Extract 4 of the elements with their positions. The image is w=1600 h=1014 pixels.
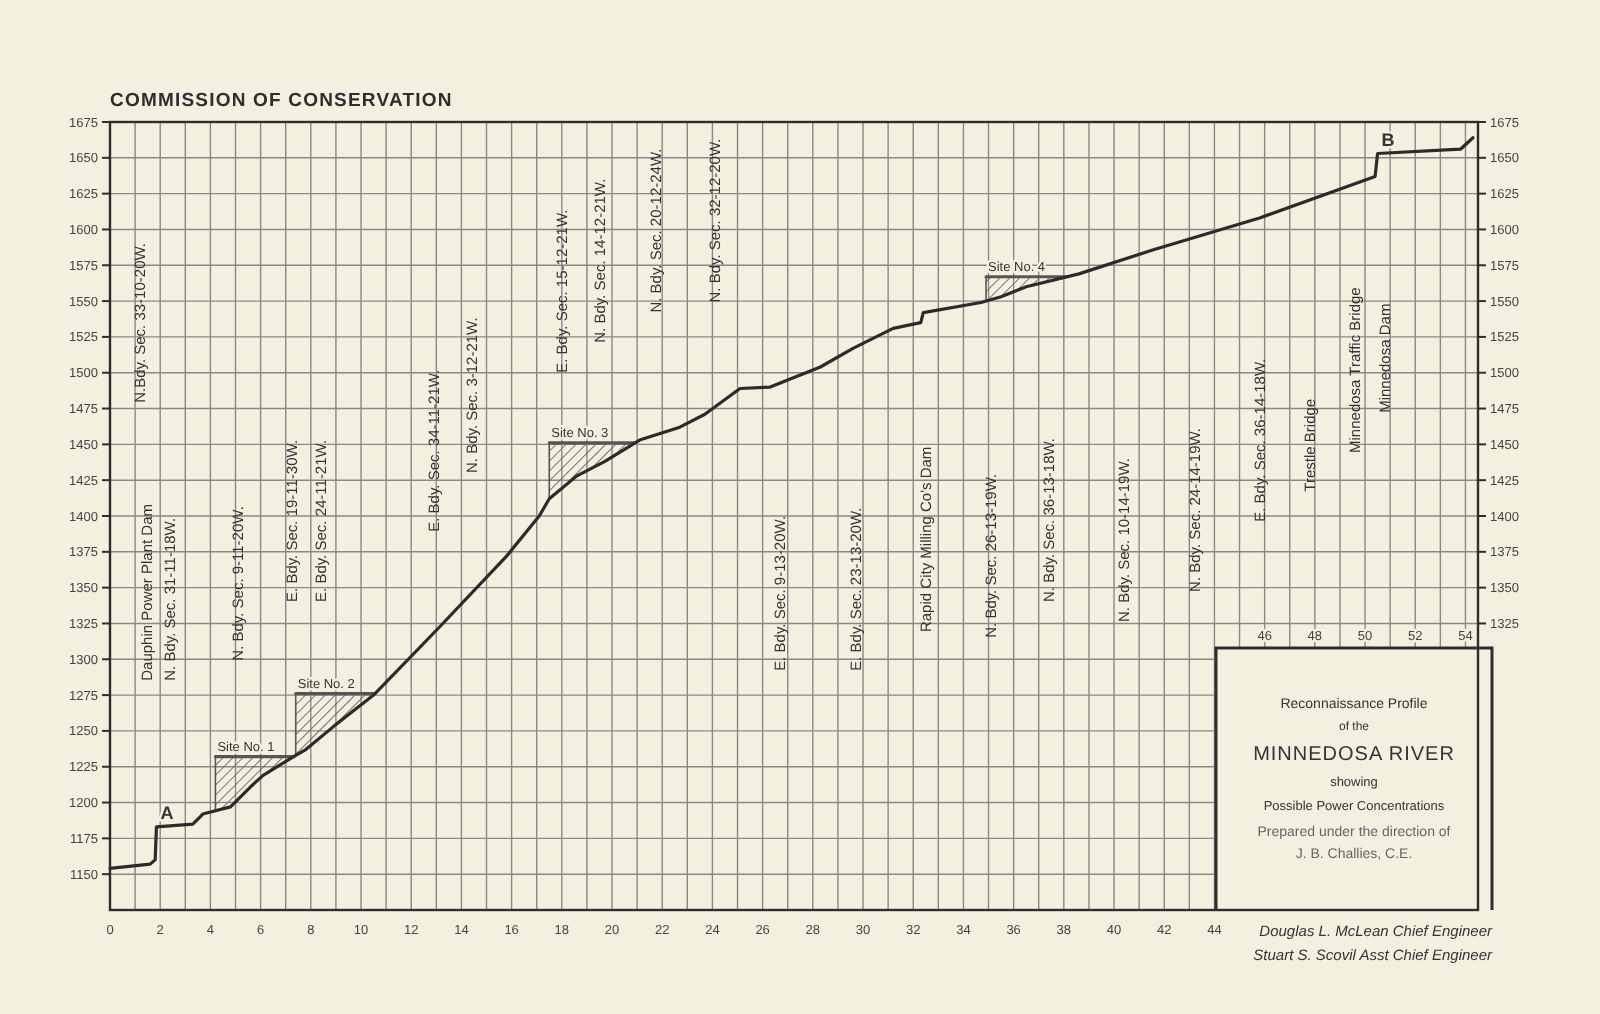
annotation: B (1381, 129, 1396, 150)
annotation: A (160, 802, 175, 823)
annotation: MINNEDOSA RIVER (1253, 744, 1455, 766)
chart-title: COMMISSION OF CONSERVATION (110, 90, 453, 112)
